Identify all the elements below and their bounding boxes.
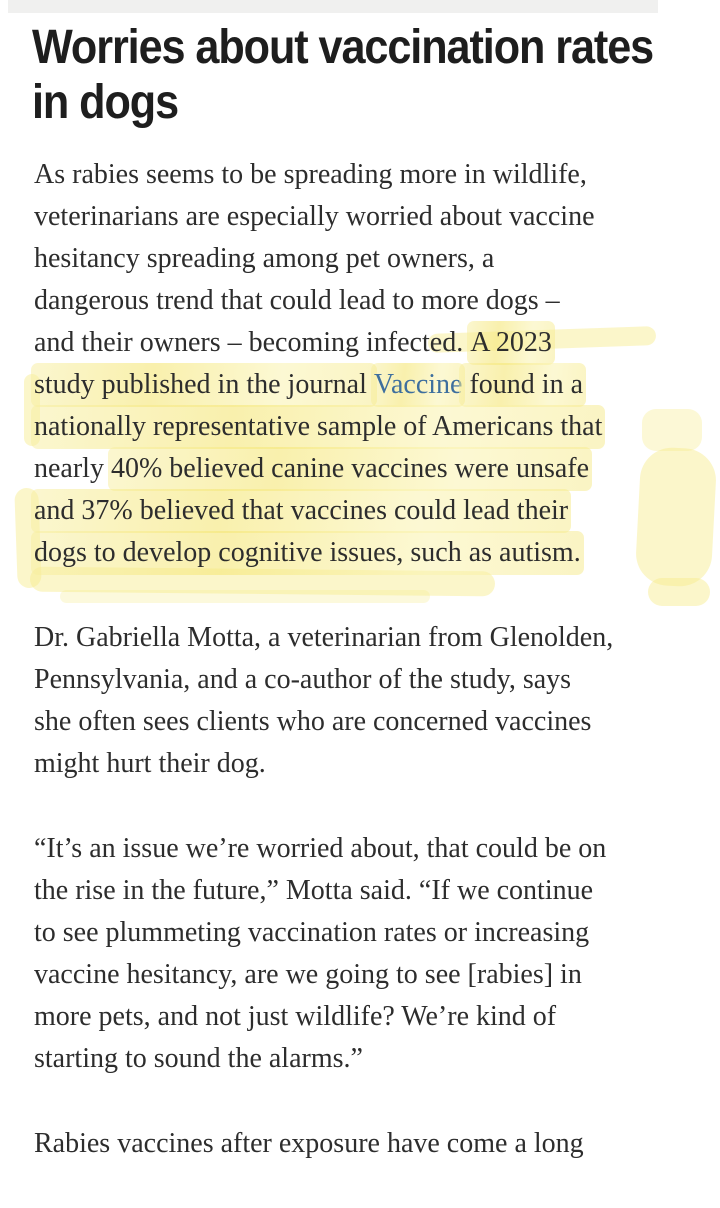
- article-headline-text: Worries about vaccination rates in dogs: [32, 21, 654, 129]
- highlighted-text: dogs to develop cognitive issues, such a…: [31, 531, 584, 575]
- text-segment: Dr. Gabriella Motta, a veterinarian from…: [34, 622, 614, 653]
- text-segment: and their owners – becoming infected.: [34, 327, 471, 358]
- article-paragraph: Rabies vaccines after exposure have come…: [34, 1123, 694, 1165]
- highlighted-text: nationally representative sample of Amer…: [31, 405, 606, 449]
- text-segment: to see plummeting vaccination rates or i…: [34, 917, 590, 948]
- text-segment: vaccine hesitancy, are we going to see […: [34, 959, 582, 990]
- highlight-stroke: [60, 590, 430, 603]
- article-paragraph: Dr. Gabriella Motta, a veterinarian from…: [34, 617, 694, 785]
- article-paragraph: “It’s an issue we’re worried about, that…: [34, 828, 694, 1080]
- highlighted-text: and 37% believed that vaccines could lea…: [31, 489, 572, 533]
- article-paragraph: As rabies seems to be spreading more in …: [31, 154, 694, 575]
- highlighted-text: study published in the journal: [31, 363, 377, 407]
- text-segment: Pennsylvania, and a co-author of the stu…: [34, 664, 572, 695]
- text-segment: she often sees clients who are concerned…: [34, 706, 592, 737]
- text-segment: hesitancy spreading among pet owners, a: [34, 243, 495, 274]
- text-segment: veterinarians are especially worried abo…: [34, 201, 595, 232]
- text-segment: more pets, and not just wildlife? We’re …: [34, 1001, 557, 1032]
- text-segment: “It’s an issue we’re worried about, that…: [34, 833, 607, 864]
- article-headline: Worries about vaccination rates in dogs: [32, 20, 686, 130]
- article-body: As rabies seems to be spreading more in …: [31, 154, 686, 1165]
- top-strip: [8, 0, 658, 13]
- text-segment: the rise in the future,” Motta said. “If…: [34, 875, 594, 906]
- highlight-stroke: [642, 409, 702, 451]
- text-segment: might hurt their dog.: [34, 748, 266, 779]
- text-segment: Rabies vaccines after exposure have come…: [34, 1128, 584, 1159]
- article-page: { "colors": { "headline_text": "#1e1e1e"…: [8, 0, 718, 1159]
- text-segment: dangerous trend that could lead to more …: [34, 285, 560, 316]
- article: Worries about vaccination rates in dogs …: [0, 13, 720, 1208]
- highlighted-text: 40% believed canine vaccines were unsafe: [107, 447, 593, 491]
- highlighted-text: A 2023: [467, 321, 555, 365]
- highlighted-text: found in a: [459, 363, 586, 407]
- text-segment: nearly: [34, 453, 111, 484]
- text-segment: starting to sound the alarms.”: [34, 1043, 363, 1074]
- highlight-stroke: [648, 578, 710, 606]
- text-segment: As rabies seems to be spreading more in …: [34, 159, 587, 190]
- vaccine-journal-link[interactable]: Vaccine: [370, 363, 466, 407]
